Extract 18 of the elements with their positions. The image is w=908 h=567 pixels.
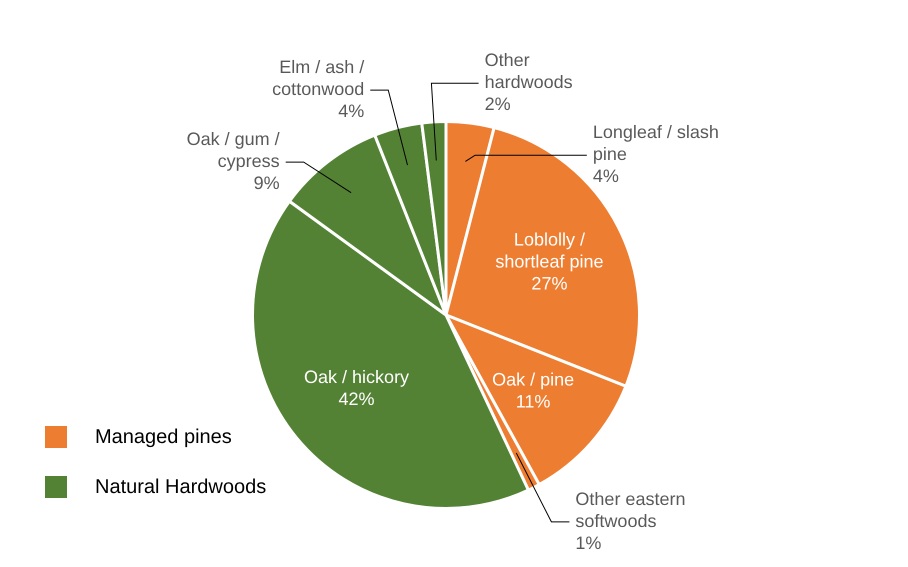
slice-label: Other hardwoods — [484, 50, 573, 92]
data-label: 9% — [254, 173, 280, 194]
slice-label: Other eastern softwoods — [575, 488, 686, 531]
slice-label: Loblolly / shortleaf pine — [495, 229, 604, 272]
text: Managed pines — [95, 426, 232, 448]
slice-label: Oak / gum / cypress — [186, 129, 280, 172]
data-label: 42% — [338, 388, 375, 409]
data-label: 4% — [338, 101, 364, 122]
data-label: 1% — [575, 532, 602, 553]
slice-label: Oak / pine — [492, 370, 574, 390]
text: Natural Hardwoods — [95, 476, 266, 498]
data-label: 11% — [516, 392, 550, 412]
data-label: 4% — [592, 166, 619, 186]
data-label: 2% — [484, 94, 511, 114]
data-label: 27% — [531, 273, 568, 294]
slice-label: Elm / ash / cottonwood — [272, 57, 364, 100]
slice-label: Oak / hickory — [304, 366, 410, 387]
slice-label: Longleaf / slash pine — [592, 122, 719, 164]
